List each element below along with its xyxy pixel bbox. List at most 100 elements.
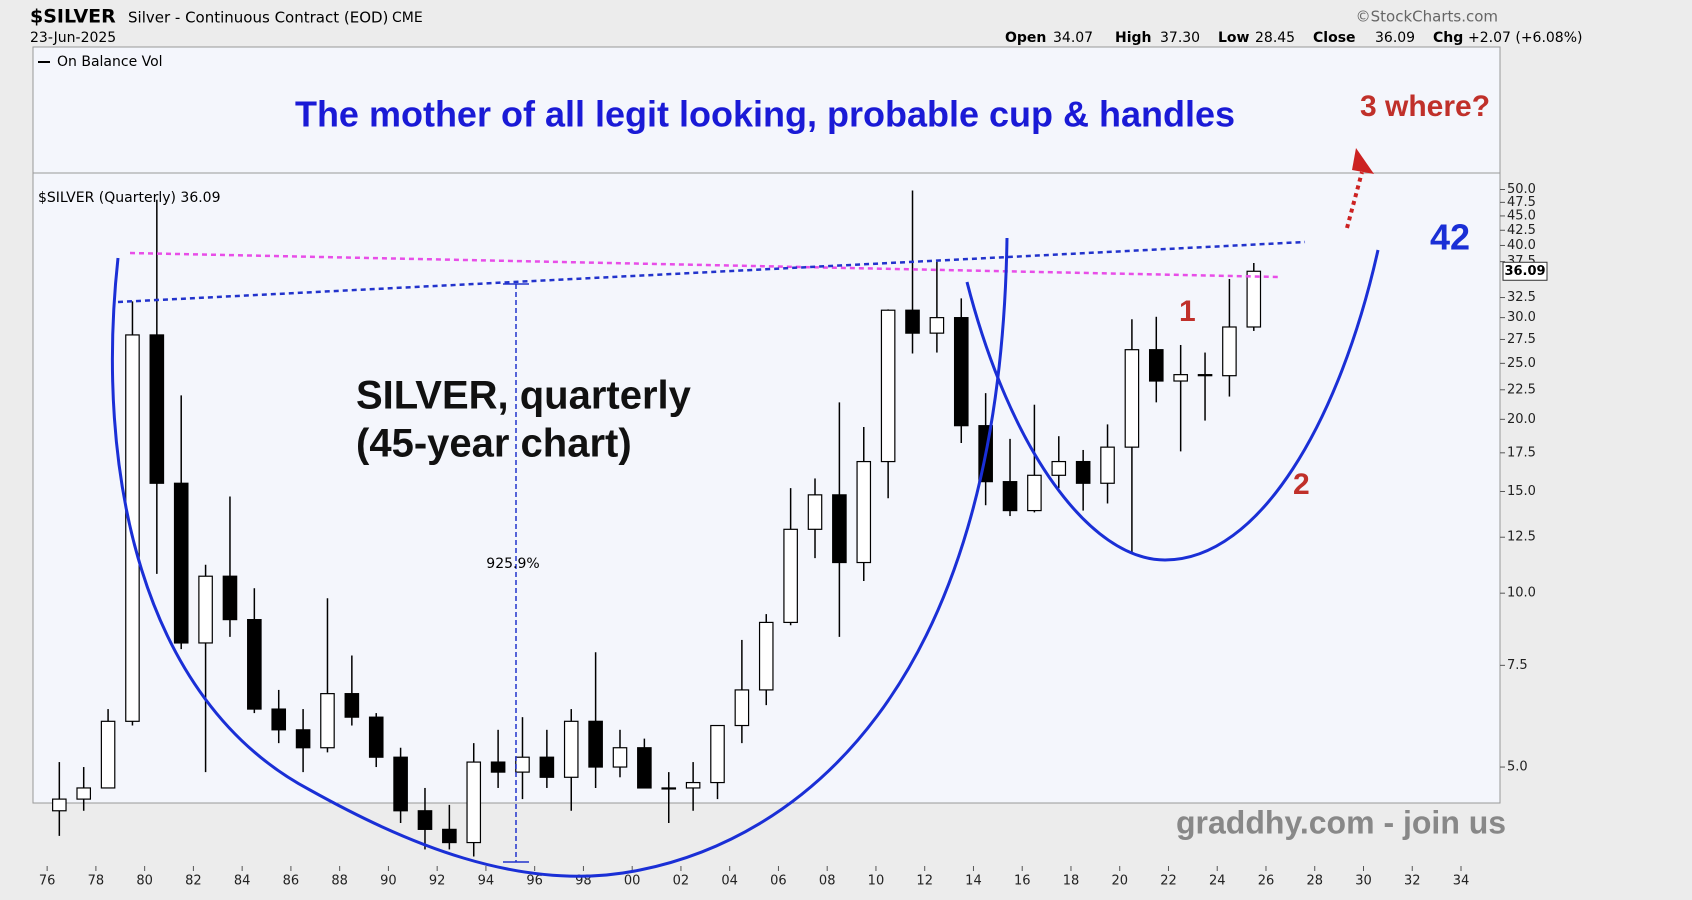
- candle-body: [758, 621, 774, 691]
- candle-body: [929, 317, 945, 334]
- candle-body: [100, 720, 116, 789]
- candle-body: [1246, 270, 1262, 328]
- close-label: Close: [1313, 30, 1356, 46]
- candle-body: [1173, 374, 1188, 382]
- x-tick-label: 16: [1014, 874, 1031, 889]
- open-label: Open: [1005, 30, 1046, 46]
- x-tick-label: 10: [868, 874, 885, 889]
- indicator-panel: [32, 46, 1501, 174]
- x-tick-label: 30: [1355, 874, 1372, 889]
- candle-body: [905, 309, 920, 334]
- chart-name: (45-year chart): [356, 422, 632, 466]
- target-label: 42: [1430, 217, 1470, 258]
- x-tick-label: 80: [136, 874, 153, 889]
- candle-body: [515, 756, 530, 773]
- candle-body: [953, 317, 969, 427]
- candle-body: [344, 693, 360, 718]
- y-tick-label: 47.5: [1507, 195, 1536, 210]
- candle-body: [295, 729, 311, 749]
- candle-body: [76, 787, 92, 800]
- candle-body: [661, 787, 677, 790]
- candle-body: [247, 619, 262, 710]
- x-tick-label: 34: [1453, 874, 1470, 889]
- point-label: 1: [1179, 295, 1196, 328]
- x-tick-label: 86: [283, 874, 300, 889]
- low-value: 28.45: [1255, 30, 1295, 46]
- overlays: [110, 148, 1380, 878]
- y-tick-label: 50.0: [1507, 182, 1536, 197]
- instrument-name: Silver - Continuous Contract (EOD): [128, 9, 388, 27]
- y-tick-label: 20.0: [1507, 412, 1536, 427]
- candle-body: [1148, 349, 1164, 382]
- candle-body: [52, 798, 67, 812]
- y-tick-label: 7.5: [1507, 658, 1528, 673]
- y-tick-label: 17.5: [1507, 445, 1536, 460]
- candle-body: [173, 482, 189, 644]
- where-note: 3 where?: [1360, 90, 1490, 123]
- ohlc-header: Open 34.07 High 37.30 Low 28.45 Close 36…: [1005, 30, 1582, 46]
- low-label: Low: [1218, 30, 1250, 46]
- candle-body: [637, 747, 652, 789]
- x-tick-label: 96: [526, 874, 543, 889]
- source: ©StockCharts.com: [1356, 8, 1498, 26]
- x-tick-label: 02: [673, 874, 690, 889]
- x-tick-label: 24: [1209, 874, 1226, 889]
- x-tick-label: 76: [39, 874, 56, 889]
- candle-body: [393, 756, 408, 812]
- y-tick-label: 25.0: [1507, 356, 1536, 371]
- high-label: High: [1115, 30, 1152, 46]
- candle-body: [856, 460, 872, 564]
- candle-body: [832, 494, 847, 564]
- price-tag: [1502, 261, 1548, 281]
- arrow-head: [1352, 148, 1374, 174]
- point-label: 2: [1293, 468, 1310, 501]
- candle-body: [563, 720, 579, 778]
- y-tick-label: 22.5: [1507, 382, 1536, 397]
- cup-curve: [110, 237, 1009, 878]
- x-tick-label: 20: [1111, 874, 1128, 889]
- candle-body: [125, 334, 140, 722]
- candle-body: [1124, 349, 1140, 448]
- candle-body: [1002, 481, 1018, 512]
- resistance-line: [129, 251, 1281, 279]
- candle-body: [1222, 326, 1237, 377]
- promo: graddhy.com - join us: [1176, 804, 1506, 840]
- candle-body: [271, 708, 287, 731]
- y-tick-label: 5.0: [1507, 760, 1528, 775]
- y-tick-label: 42.5: [1507, 223, 1536, 238]
- candle-body: [1075, 460, 1091, 484]
- y-tick-label: 15.0: [1507, 484, 1536, 499]
- open-value: 34.07: [1053, 30, 1093, 46]
- x-tick-label: 14: [965, 874, 982, 889]
- candle-body: [880, 309, 896, 463]
- x-tick-label: 84: [234, 874, 251, 889]
- date: 23-Jun-2025: [30, 30, 116, 46]
- x-tick-label: 78: [88, 874, 105, 889]
- x-tick-label: 94: [478, 874, 495, 889]
- chart-name: SILVER, quarterly: [356, 374, 692, 418]
- y-tick-label: 12.5: [1507, 530, 1536, 545]
- exchange: CME: [392, 10, 423, 26]
- candle-body: [1027, 474, 1042, 512]
- candle-body: [1197, 374, 1213, 377]
- plot-area: 5.0 7.5 10.0 12.5 15.0 17.5 20.0 22.5 25.0 27.5 30…: [39, 182, 1548, 889]
- candle-body: [149, 334, 165, 484]
- y-tick-label: 30.0: [1507, 310, 1536, 325]
- x-tick-label: 28: [1306, 874, 1323, 889]
- x-tick-label: 82: [185, 874, 202, 889]
- x-tick-label: 90: [380, 874, 397, 889]
- y-tick-label: 32.5: [1507, 290, 1536, 305]
- x-tick-label: 08: [819, 874, 836, 889]
- candle-body: [685, 781, 701, 789]
- y-tick-label: 40.0: [1507, 238, 1536, 253]
- y-tick-label: 45.0: [1507, 208, 1536, 223]
- candle-body: [417, 810, 433, 830]
- candle-body: [807, 494, 823, 530]
- candle-body: [490, 761, 506, 773]
- candle-body: [588, 720, 603, 768]
- candle-body: [198, 575, 213, 644]
- rim-line: [117, 240, 1306, 304]
- y-tick-label: 10.0: [1507, 586, 1536, 601]
- candle-body: [368, 716, 384, 758]
